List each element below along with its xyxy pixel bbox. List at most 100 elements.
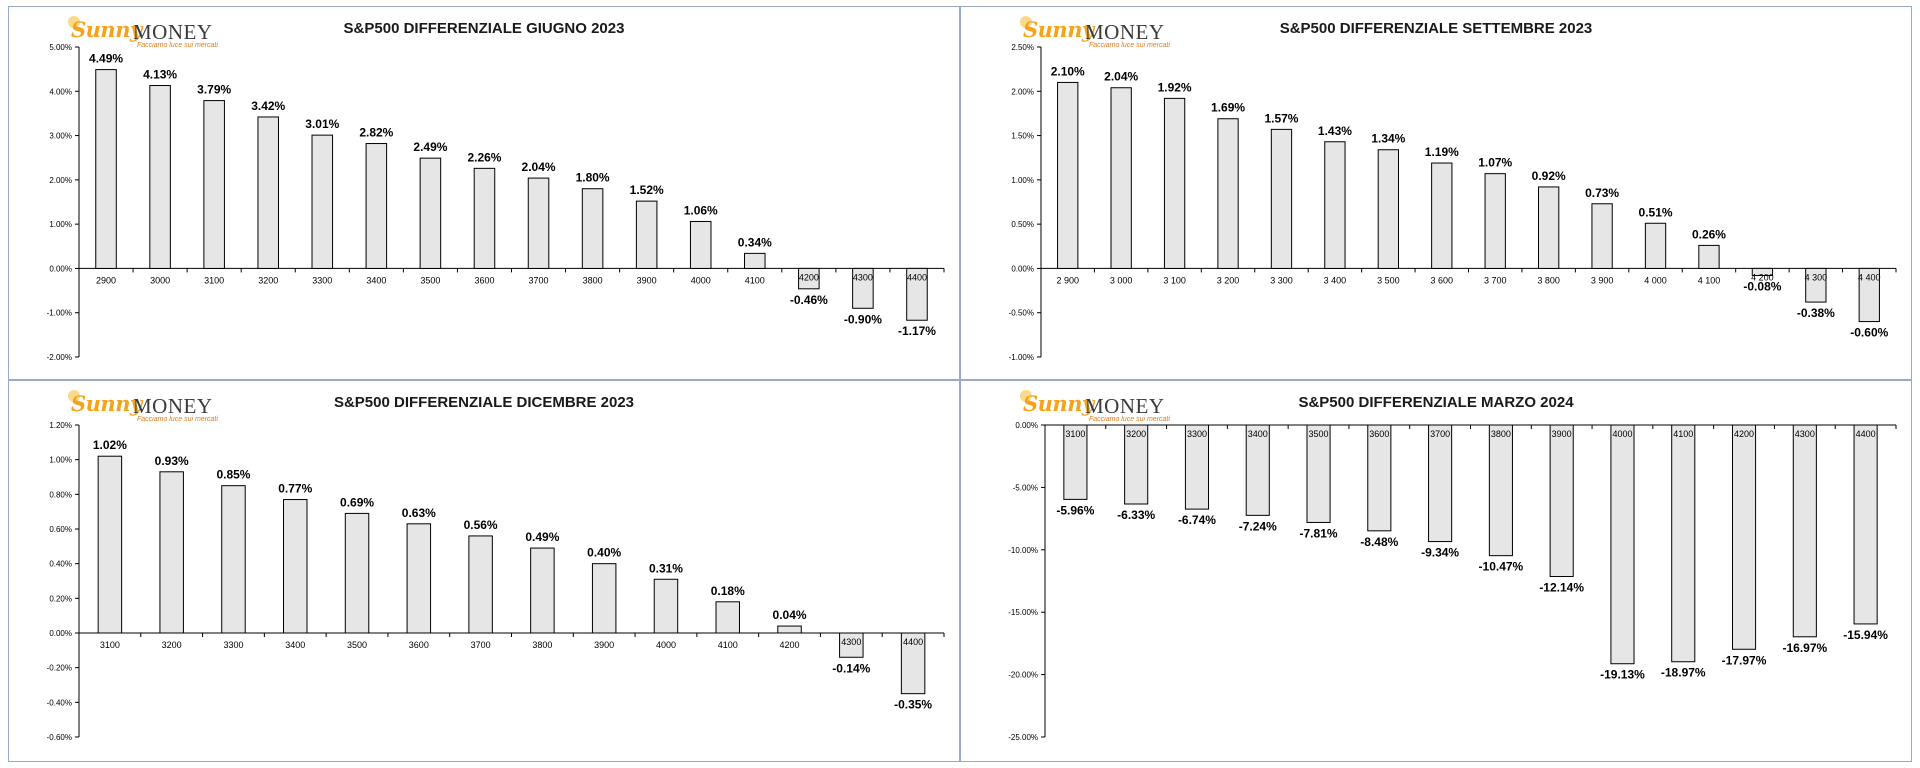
data-label: -0.90%: [844, 312, 882, 326]
chart-panel-giugno-2023: Sunny MONEY Facciamo luce sui mercati S&…: [8, 6, 960, 380]
bar: [1324, 141, 1346, 269]
data-label: 1.19%: [1425, 145, 1459, 159]
bar: [97, 455, 123, 634]
bar: [689, 220, 712, 269]
x-tick-label: 3 600: [1431, 275, 1454, 285]
data-label: -0.08%: [1743, 280, 1781, 294]
bar: [1751, 267, 1774, 277]
bar: [581, 188, 604, 269]
x-tick-label: 3300: [312, 275, 332, 285]
bar: [1671, 424, 1696, 663]
y-tick-label: 0.00%: [49, 629, 72, 638]
x-tick-label: 3 000: [1110, 275, 1133, 285]
data-label: -0.60%: [1850, 326, 1888, 340]
data-label: 0.51%: [1639, 205, 1673, 219]
x-tick-label: 4300: [841, 637, 861, 647]
x-tick-label: 4 300: [1805, 272, 1828, 282]
data-label: 0.04%: [773, 608, 807, 622]
logo-sunny-text: Sunny: [71, 17, 142, 42]
data-label: -15.94%: [1843, 628, 1888, 642]
x-tick-label: 3100: [1065, 429, 1085, 439]
data-label: -0.46%: [790, 293, 828, 307]
data-label: -7.24%: [1239, 519, 1277, 533]
x-tick-label: 3400: [366, 275, 386, 285]
data-label: 4.13%: [143, 68, 177, 82]
data-label: 1.80%: [576, 171, 610, 185]
x-tick-label: 3400: [285, 640, 305, 650]
bar: [1538, 186, 1560, 269]
data-label: -6.33%: [1117, 508, 1155, 522]
sun-icon: [68, 16, 80, 28]
bar: [203, 100, 225, 269]
data-label: 1.02%: [93, 438, 127, 452]
bar: [1431, 162, 1453, 269]
bar: [344, 512, 370, 634]
x-tick-label: 3600: [474, 275, 494, 285]
data-label: -12.14%: [1539, 581, 1584, 595]
x-tick-label: 3 200: [1217, 275, 1240, 285]
bar: [530, 547, 555, 634]
bar: [653, 578, 679, 634]
data-label: 1.34%: [1371, 132, 1405, 146]
data-label: 0.34%: [738, 235, 772, 249]
y-tick-label: 0.00%: [1015, 421, 1038, 430]
x-tick-label: 3500: [1309, 429, 1329, 439]
x-tick-label: 3800: [1491, 429, 1511, 439]
x-tick-label: 4100: [718, 640, 738, 650]
logo-money-text: MONEY: [133, 394, 213, 418]
x-tick-label: 4400: [903, 637, 923, 647]
x-tick-label: 3300: [223, 640, 243, 650]
data-label: 0.56%: [464, 518, 498, 532]
y-tick-label: 2.00%: [49, 176, 72, 185]
y-tick-label: -5.00%: [1013, 483, 1038, 492]
x-tick-label: 3 300: [1270, 275, 1293, 285]
x-tick-label: 3 800: [1537, 275, 1560, 285]
bar: [1428, 424, 1453, 543]
y-tick-label: 5.00%: [49, 43, 72, 52]
chart-title: S&P500 DIFFERENZIALE SETTEMBRE 2023: [1279, 20, 1593, 37]
bar: [1698, 244, 1720, 269]
bar: [1270, 128, 1293, 269]
sunnymoney-logo: Sunny MONEY Facciamo luce sui mercati: [68, 16, 271, 51]
data-label: -7.81%: [1300, 526, 1338, 540]
bar: [1306, 424, 1331, 523]
data-label: -0.35%: [894, 698, 932, 712]
data-label: 0.73%: [1585, 186, 1619, 200]
x-tick-label: 3400: [1248, 429, 1268, 439]
x-tick-label: 4 400: [1858, 272, 1881, 282]
x-tick-label: 3 700: [1484, 275, 1507, 285]
data-label: 2.10%: [1051, 64, 1085, 78]
bar: [419, 157, 442, 269]
bar: [149, 85, 171, 269]
data-label: 1.07%: [1478, 156, 1512, 170]
data-label: 0.69%: [340, 495, 374, 509]
x-tick-label: 3500: [420, 275, 440, 285]
bar: [1367, 424, 1392, 532]
y-tick-label: 0.40%: [49, 560, 72, 569]
x-tick-label: 3700: [1430, 429, 1450, 439]
bar-chart: 1.20% 1.00% 0.80% 0.60% 0.40% 0.20% 0.00% -0.20…: [47, 421, 945, 742]
x-tick-label: 4400: [907, 272, 927, 282]
data-label: 2.82%: [359, 126, 393, 140]
logo-sunny-text: Sunny: [1023, 17, 1094, 42]
x-tick-label: 4 100: [1698, 275, 1721, 285]
data-label: -6.74%: [1178, 513, 1216, 527]
y-tick-label: -20.00%: [1008, 671, 1038, 680]
chart-title: S&P500 DIFFERENZIALE DICEMBRE 2023: [333, 394, 635, 411]
bar: [852, 267, 874, 309]
y-tick-label: 1.50%: [1011, 132, 1034, 141]
bar: [311, 134, 334, 269]
bar: [906, 267, 928, 321]
y-tick-label: -15.00%: [1008, 608, 1038, 617]
data-label: -0.14%: [832, 661, 870, 675]
bar-chart: 5.00% 4.00% 3.00% 2.00% 1.00% 0.00% -1.00% -2.0…: [47, 43, 945, 362]
bar: [1484, 173, 1506, 269]
bar: [1858, 267, 1880, 323]
y-tick-label: 1.00%: [49, 220, 72, 229]
chart-panel-settembre-2023: Sunny MONEY Facciamo luce sui mercati S&…: [960, 6, 1912, 380]
x-tick-label: 3 900: [1591, 275, 1614, 285]
data-label: 0.92%: [1532, 169, 1566, 183]
bar: [1124, 424, 1149, 505]
x-tick-label: 3000: [150, 275, 170, 285]
data-label: 0.49%: [525, 530, 559, 544]
